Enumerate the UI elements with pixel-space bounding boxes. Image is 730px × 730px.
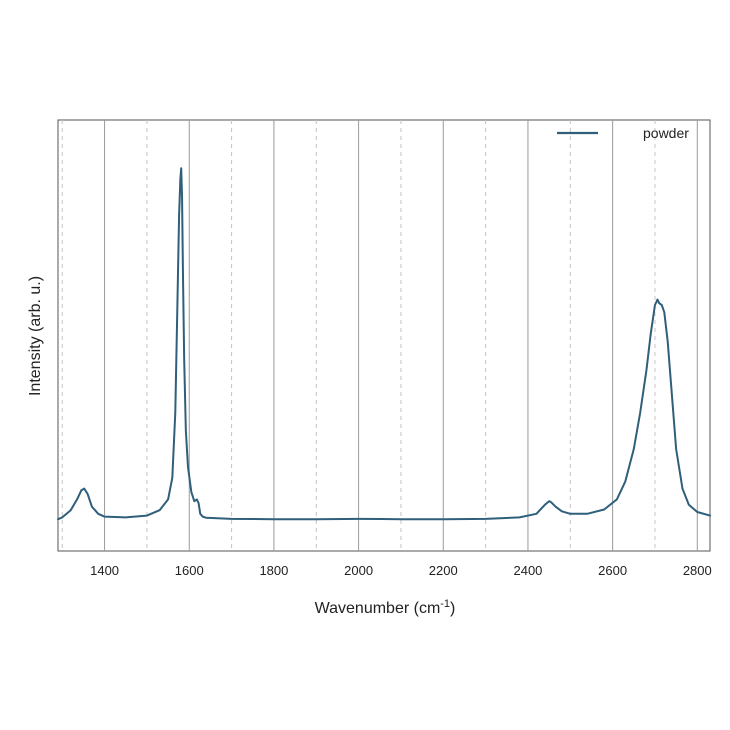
legend-label-powder: powder bbox=[643, 125, 689, 141]
x-tick-label-2800: 2800 bbox=[683, 563, 712, 578]
x-tick-label-2000: 2000 bbox=[344, 563, 373, 578]
x-tick-label-2400: 2400 bbox=[513, 563, 542, 578]
x-tick-label-1400: 1400 bbox=[90, 563, 119, 578]
x-axis-label-superscript: -1 bbox=[440, 598, 450, 610]
x-tick-label-2200: 2200 bbox=[429, 563, 458, 578]
x-axis-label-close: ) bbox=[450, 600, 455, 617]
plot-frame bbox=[57, 119, 711, 552]
series-line-powder bbox=[57, 167, 711, 521]
grid-lines bbox=[61, 120, 698, 551]
legend: powder bbox=[557, 125, 689, 141]
x-tick-label-1800: 1800 bbox=[259, 563, 288, 578]
x-tick-label-2600: 2600 bbox=[598, 563, 627, 578]
x-tick-label-1600: 1600 bbox=[175, 563, 204, 578]
x-tick-labels: 1400 1600 1800 2000 2200 2400 2600 2800 bbox=[90, 563, 712, 578]
y-axis-label: Intensity (arb. u.) bbox=[27, 276, 44, 396]
x-axis-label: Wavenumber (cm-1) bbox=[315, 598, 456, 617]
